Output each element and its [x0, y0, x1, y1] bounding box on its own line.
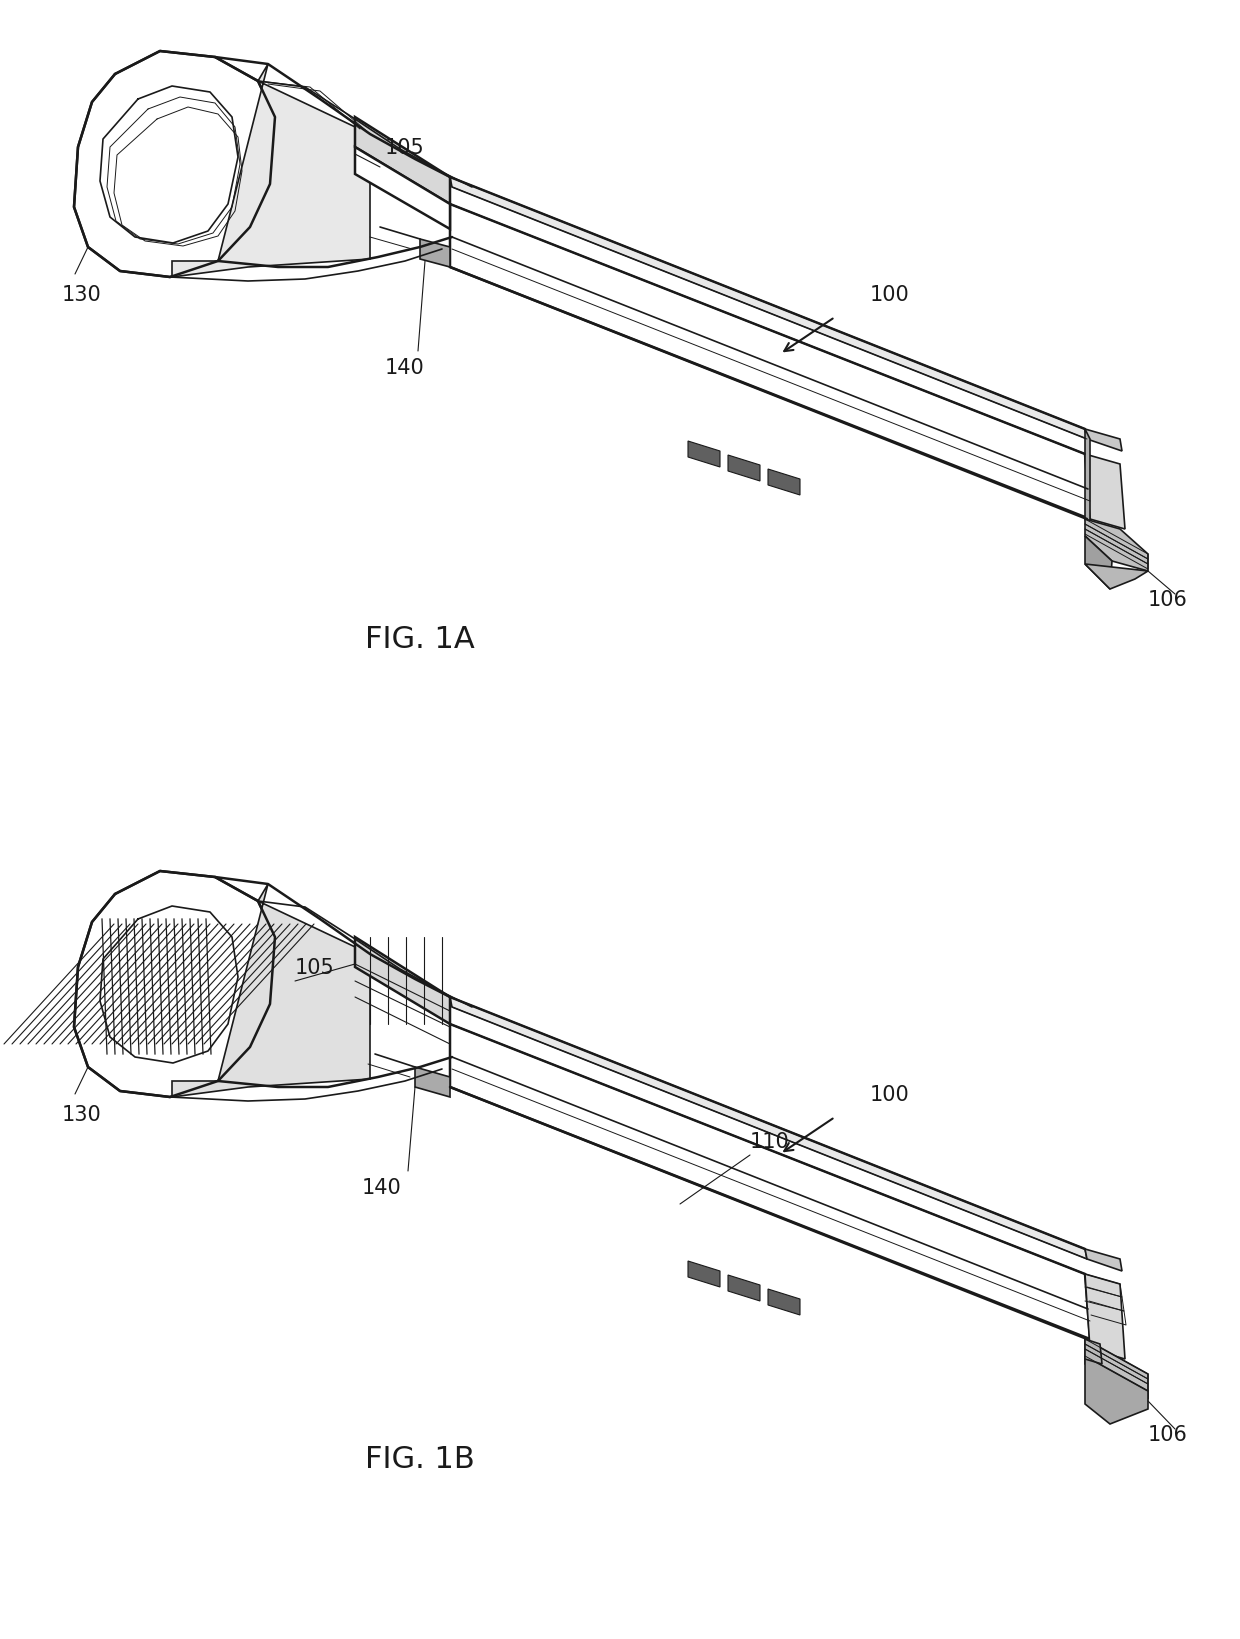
Polygon shape [355, 118, 450, 205]
Polygon shape [450, 179, 1087, 439]
Text: 140: 140 [362, 1177, 402, 1196]
Polygon shape [1085, 536, 1112, 590]
Text: 100: 100 [870, 285, 910, 305]
Polygon shape [355, 938, 450, 1024]
Polygon shape [74, 52, 275, 279]
Polygon shape [415, 1067, 450, 1098]
Polygon shape [355, 148, 450, 229]
Text: 106: 106 [1148, 1424, 1188, 1444]
Polygon shape [420, 239, 450, 267]
Polygon shape [1085, 454, 1125, 529]
Polygon shape [1085, 565, 1148, 590]
Text: 110: 110 [750, 1131, 790, 1151]
Polygon shape [768, 470, 800, 495]
Text: 106: 106 [1148, 590, 1188, 610]
Polygon shape [1085, 429, 1122, 452]
Polygon shape [1085, 1339, 1102, 1364]
Text: 130: 130 [62, 285, 102, 305]
Polygon shape [1085, 1249, 1122, 1272]
Polygon shape [1085, 1339, 1148, 1400]
Polygon shape [172, 66, 370, 279]
Polygon shape [688, 443, 720, 467]
Polygon shape [688, 1262, 720, 1287]
Polygon shape [172, 885, 370, 1098]
Polygon shape [728, 1275, 760, 1301]
Polygon shape [728, 456, 760, 482]
Text: 100: 100 [870, 1085, 910, 1105]
Polygon shape [1085, 429, 1090, 531]
Polygon shape [450, 1024, 1090, 1339]
Polygon shape [1085, 1274, 1125, 1359]
Text: FIG. 1B: FIG. 1B [365, 1444, 475, 1473]
Text: 140: 140 [384, 357, 425, 377]
Polygon shape [450, 205, 1090, 520]
Polygon shape [768, 1290, 800, 1314]
Polygon shape [1085, 1355, 1148, 1424]
Text: 130: 130 [62, 1105, 102, 1124]
Text: 105: 105 [295, 957, 335, 977]
Polygon shape [1085, 520, 1148, 572]
Polygon shape [450, 998, 1087, 1259]
Polygon shape [74, 872, 275, 1098]
Text: FIG. 1A: FIG. 1A [365, 624, 475, 654]
Text: 105: 105 [384, 138, 425, 157]
